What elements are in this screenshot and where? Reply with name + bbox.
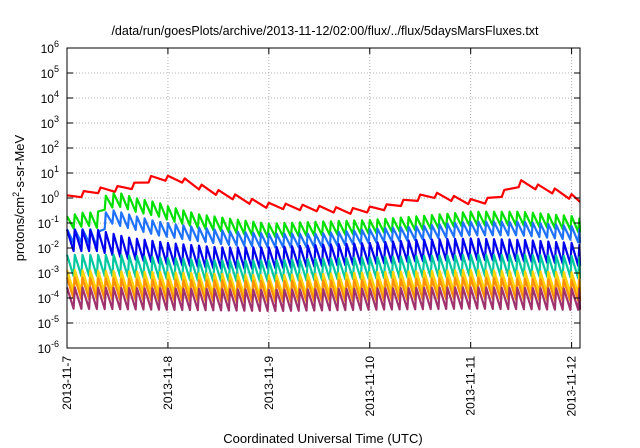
chart-title: /data/run/goesPlots/archive/2013-11-12/0… — [111, 24, 539, 38]
y-tick-label: 10-2 — [38, 239, 59, 256]
series-line-3 — [66, 209, 582, 249]
y-tick-label: 10-4 — [38, 289, 59, 306]
series-line-5 — [65, 253, 582, 283]
y-tick-label: 100 — [41, 189, 59, 206]
y-tick-label: 10-1 — [38, 214, 59, 231]
y-axis-label: protons/cm2-s-sr-MeV — [11, 134, 27, 261]
x-tick-label: 2013-11-7 — [60, 356, 74, 410]
y-tick-label: 106 — [41, 39, 59, 56]
series-line-2 — [66, 192, 582, 239]
y-tick-label: 103 — [41, 114, 59, 131]
axis-ticks — [66, 47, 580, 349]
y-tick-labels: 10-6 10-5 10-4 10-3 10-2 10-1 100 101 102 103 104 1… — [38, 39, 59, 356]
series-line-8 — [65, 286, 582, 313]
series-line-4 — [65, 228, 582, 270]
series-line-7 — [65, 276, 582, 304]
x-tick-label: 2013-11-11 — [464, 356, 478, 416]
series-layer — [65, 174, 582, 313]
series-line-1 — [66, 174, 581, 215]
y-tick-label: 10-3 — [38, 264, 59, 281]
y-tick-label: 101 — [41, 164, 59, 181]
y-tick-label: 102 — [41, 139, 59, 156]
series-line-6 — [65, 268, 582, 298]
x-tick-labels: 2013-11-7 2013-11-8 2013-11-9 2013-11-10 201… — [60, 356, 579, 417]
x-tick-label: 2013-11-8 — [161, 356, 175, 410]
x-tick-label: 2013-11-10 — [363, 356, 377, 417]
x-axis-label: Coordinated Universal Time (UTC) — [223, 431, 422, 446]
y-tick-label: 10-5 — [38, 314, 59, 331]
y-tick-label: 104 — [41, 89, 59, 106]
y-tick-label: 105 — [41, 64, 59, 81]
x-tick-label: 2013-11-12 — [565, 356, 579, 417]
x-tick-label: 2013-11-9 — [262, 356, 276, 410]
y-tick-label: 10-6 — [38, 339, 59, 356]
